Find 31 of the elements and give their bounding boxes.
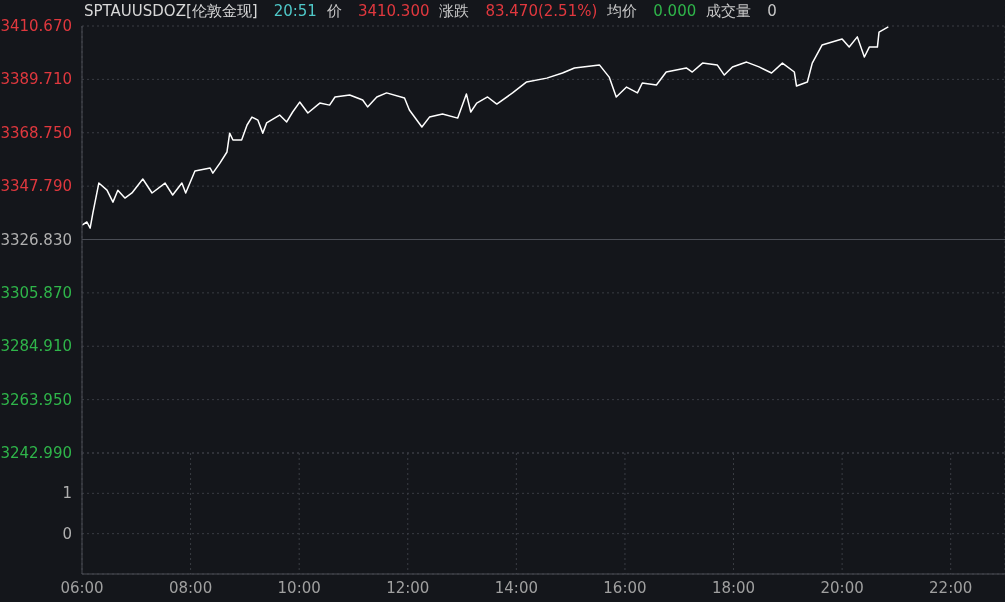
text: 涨跌 <box>439 2 470 21</box>
text: 0 <box>767 2 777 21</box>
x-tick-label: 16:00 <box>603 578 647 597</box>
text: 价 <box>326 2 342 21</box>
x-tick-label: 20:00 <box>820 578 864 597</box>
x-tick-label: 08:00 <box>168 578 213 597</box>
y-tick-label: 3410.670 <box>0 17 72 35</box>
y-tick-label: 3347.790 <box>0 177 72 196</box>
text: 3410.300 <box>357 2 430 21</box>
x-tick-label: 12:00 <box>386 578 430 597</box>
y-tick-label: 3284.910 <box>0 337 72 356</box>
y-tick-label: 3389.710 <box>0 70 72 89</box>
y-tick-label: 1 <box>62 484 72 503</box>
x-tick-label: 14:00 <box>494 578 538 597</box>
text: 0.000 <box>653 2 697 21</box>
y-tick-label: 3242.990 <box>0 444 72 462</box>
y-tick-label: 3326.830 <box>0 230 72 249</box>
x-tick-label: 18:00 <box>711 578 756 597</box>
x-tick-label: 06:00 <box>60 578 104 597</box>
y-tick-label: 3305.870 <box>0 283 72 302</box>
x-tick-label: 22:00 <box>929 578 973 597</box>
text: 83.470(2.51%) <box>485 2 598 21</box>
text: 20:51 <box>273 2 317 21</box>
text: 成交量 <box>706 2 752 21</box>
y-tick-label: 3368.750 <box>0 123 72 142</box>
text: 均价 <box>607 2 638 21</box>
x-tick-label: 10:00 <box>277 578 321 597</box>
y-tick-label: 0 <box>62 524 72 543</box>
y-tick-label: 3263.950 <box>0 390 72 409</box>
line-series <box>82 26 890 229</box>
chart-title: SPTAUUSDOZ[伦敦金现] <box>84 2 258 21</box>
